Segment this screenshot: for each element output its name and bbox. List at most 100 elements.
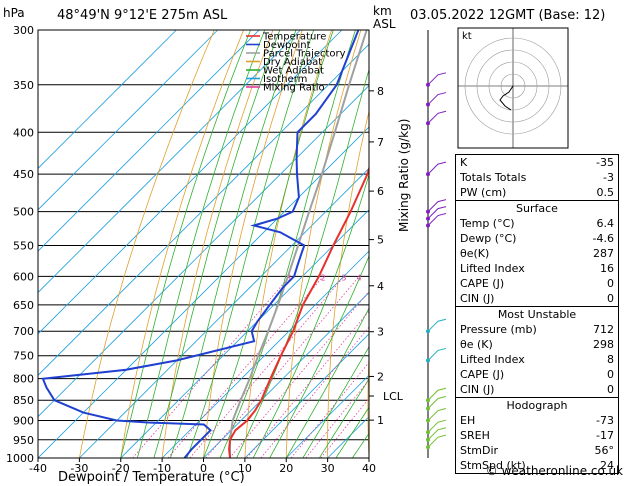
- index-row: Totals Totals -3: [460, 171, 614, 184]
- isotherm-line: [38, 30, 177, 169]
- legend-label: Mixing Ratio: [263, 83, 325, 94]
- pressure-tick-label: 800: [13, 373, 34, 386]
- wind-barb: [427, 92, 447, 105]
- pressure-tick-label: 300: [13, 24, 34, 37]
- hodo-row: StmDir 56°: [460, 444, 614, 457]
- mixing-ratio-label: 2: [321, 273, 326, 282]
- chart-curves: 1 2 3 4 6 8 10 16 20 25: [41, 30, 444, 458]
- pressure-tick-label: 350: [13, 79, 34, 92]
- pressure-tick-label: 550: [13, 239, 34, 252]
- legend-label: Dry Adiabat: [263, 57, 322, 68]
- footer-credit[interactable]: © weatheronline.co.uk: [485, 464, 623, 478]
- indices-table: K -35 Totals Totals -3 PW (cm) 0.5 Surface …: [455, 154, 619, 474]
- axis-ticks: 3003504004505005506006507007508008509009…: [6, 24, 404, 475]
- km-tick-label: 2: [377, 370, 384, 383]
- isotherm-line: [203, 291, 369, 458]
- wind-barb: [427, 318, 447, 332]
- hodo-row: EH -73: [460, 414, 614, 427]
- wind-barb: [427, 110, 447, 124]
- mixing-ratio-line: [305, 379, 369, 458]
- hodo-row: SREH -17: [460, 429, 614, 442]
- hodograph-trace: [499, 85, 514, 111]
- pressure-tick-label: 400: [13, 126, 34, 139]
- hodograph-title: Hodograph: [506, 399, 568, 412]
- x-tick-label: -20: [112, 462, 130, 475]
- legend-label: Dewpoint: [263, 40, 311, 51]
- pressure-tick-label: 750: [13, 350, 34, 363]
- pressure-tick-label: 600: [13, 270, 34, 283]
- pressure-tick-label: 450: [13, 168, 34, 181]
- pressure-tick-label: 950: [13, 434, 34, 447]
- hodograph-ring: [476, 49, 550, 123]
- x-tick-label: 20: [279, 462, 293, 475]
- km-tick-label: 3: [377, 326, 384, 339]
- surface-row: Dewp (°C) -4.6: [460, 232, 614, 245]
- x-tick-label: 30: [321, 462, 335, 475]
- hodograph-ring: [488, 61, 538, 111]
- legend-label: Temperature: [262, 32, 326, 43]
- mixing-ratio-line: [189, 276, 345, 458]
- hodo-row: StmSpd (kt) 24: [460, 459, 614, 472]
- isotherm-line: [38, 126, 369, 458]
- isotherm-line: [38, 30, 343, 335]
- mixing-ratio-label: 8: [395, 273, 400, 282]
- wet-adiabat-line: [252, 173, 369, 458]
- pressure-tick-label: 850: [13, 394, 34, 407]
- wind-barb: [427, 206, 447, 219]
- isotherm-line: [285, 374, 369, 458]
- hodograph: kt: [457, 27, 569, 149]
- legend-label: Parcel Trajectory: [263, 49, 346, 60]
- mu-row: θe (K) 298: [460, 338, 614, 351]
- wind-barbs: [426, 30, 447, 458]
- lcl-label: LCL: [383, 390, 404, 403]
- km-unit-label: km: [373, 4, 392, 18]
- surface-title: Surface: [516, 202, 558, 215]
- hodograph-ring: [500, 73, 526, 99]
- parcel-trajectory-curve: [229, 30, 368, 458]
- hodograph-kt-label: kt: [462, 31, 472, 42]
- x-axis-label: Dewpoint / Temperature (°C): [58, 470, 245, 485]
- mixing-ratio-line: [320, 397, 369, 458]
- wind-barb: [427, 161, 447, 175]
- isotherm-line: [244, 333, 369, 458]
- pressure-tick-label: 1000: [6, 452, 34, 465]
- isotherm-line: [38, 30, 301, 294]
- wet-adiabat-line: [285, 307, 369, 458]
- dry-adiabat-line: [79, 30, 215, 458]
- x-tick-label: 0: [200, 462, 207, 475]
- mixing-ratio-label: 1: [287, 273, 292, 282]
- mixing-ratio-line: [229, 290, 369, 458]
- isotherm-line: [161, 250, 369, 458]
- surface-row: Lifted Index 16: [460, 262, 614, 275]
- wind-barb: [427, 419, 447, 433]
- wet-adiabat-line: [269, 254, 369, 458]
- mixing-ratio-label: 4: [357, 273, 362, 282]
- wet-adiabat-line: [170, 30, 297, 458]
- wind-barb: [427, 347, 447, 361]
- mixing-ratio-line: [290, 361, 369, 458]
- dry-adiabat-line: [285, 30, 362, 458]
- wind-barb: [427, 199, 447, 212]
- surface-row: CAPE (J) 0: [460, 277, 614, 290]
- wind-barb: [427, 213, 447, 226]
- y-axis-right-label: Mixing Ratio (g/kg): [397, 118, 411, 232]
- legend-label: Wet Adiabat: [263, 66, 324, 77]
- wet-adiabat-line: [236, 68, 369, 458]
- isotherm-line: [38, 30, 260, 252]
- dry-adiabat-line: [161, 30, 274, 458]
- temperature-curve: [228, 165, 369, 458]
- legend-label: Isotherm: [263, 74, 307, 85]
- wet-adiabat-line: [120, 30, 251, 458]
- km-tick-label: 6: [377, 185, 384, 198]
- pressure-tick-label: 700: [13, 325, 34, 338]
- mixing-ratio-label: 3: [341, 273, 346, 282]
- wind-barb: [427, 72, 447, 86]
- surface-row: Temp (°C) 6.4: [460, 217, 614, 230]
- wet-adiabat-line: [186, 30, 315, 458]
- pressure-tick-label: 900: [13, 415, 34, 428]
- mixing-ratio-label: 16: [434, 273, 444, 282]
- dry-adiabat-line: [203, 30, 303, 458]
- wet-adiabat-line: [153, 30, 281, 458]
